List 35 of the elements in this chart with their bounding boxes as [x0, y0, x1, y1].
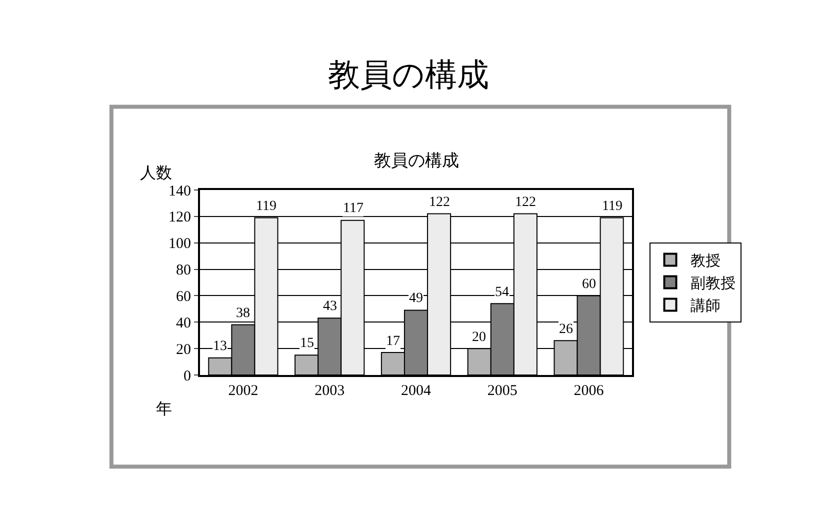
- data-label: 122: [515, 195, 536, 210]
- y-tick-label: 80: [176, 262, 191, 279]
- data-label: 49: [409, 291, 423, 306]
- y-tick-label: 20: [176, 342, 191, 358]
- x-axis-title: 年: [156, 401, 172, 418]
- data-label: 54: [495, 285, 509, 300]
- x-tick-label: 2004: [401, 383, 432, 399]
- data-label: 17: [386, 334, 400, 349]
- data-label: 20: [472, 330, 486, 345]
- chart-subtitle: 教員の構成: [374, 151, 459, 171]
- legend-label: 副教授: [690, 274, 736, 292]
- data-label: 38: [236, 306, 250, 321]
- x-tick-label: 2003: [314, 383, 345, 399]
- x-tick-label: 2005: [487, 383, 518, 399]
- x-tick-label: 2002: [228, 383, 258, 399]
- y-tick-label: 0: [184, 368, 191, 384]
- legend-label: 講師: [690, 296, 720, 315]
- legend-label: 教授: [690, 252, 720, 270]
- y-tick-label: 120: [168, 210, 191, 226]
- y-tick-label: 40: [176, 315, 191, 332]
- data-label: 119: [602, 199, 622, 214]
- data-label: 43: [323, 299, 337, 314]
- data-label: 60: [582, 277, 596, 292]
- data-label: 13: [213, 339, 227, 354]
- data-label: 122: [429, 195, 450, 210]
- y-tick-label: 100: [168, 236, 191, 252]
- y-tick-label: 140: [168, 183, 191, 200]
- data-label: 117: [343, 201, 364, 216]
- data-label: 26: [559, 322, 573, 337]
- y-tick-label: 60: [176, 288, 191, 305]
- data-label: 119: [256, 199, 276, 214]
- data-label: 15: [300, 336, 314, 351]
- chart-title: 教員の構成: [328, 55, 489, 94]
- x-tick-label: 2006: [574, 383, 604, 399]
- y-axis-title: 人数: [140, 165, 172, 182]
